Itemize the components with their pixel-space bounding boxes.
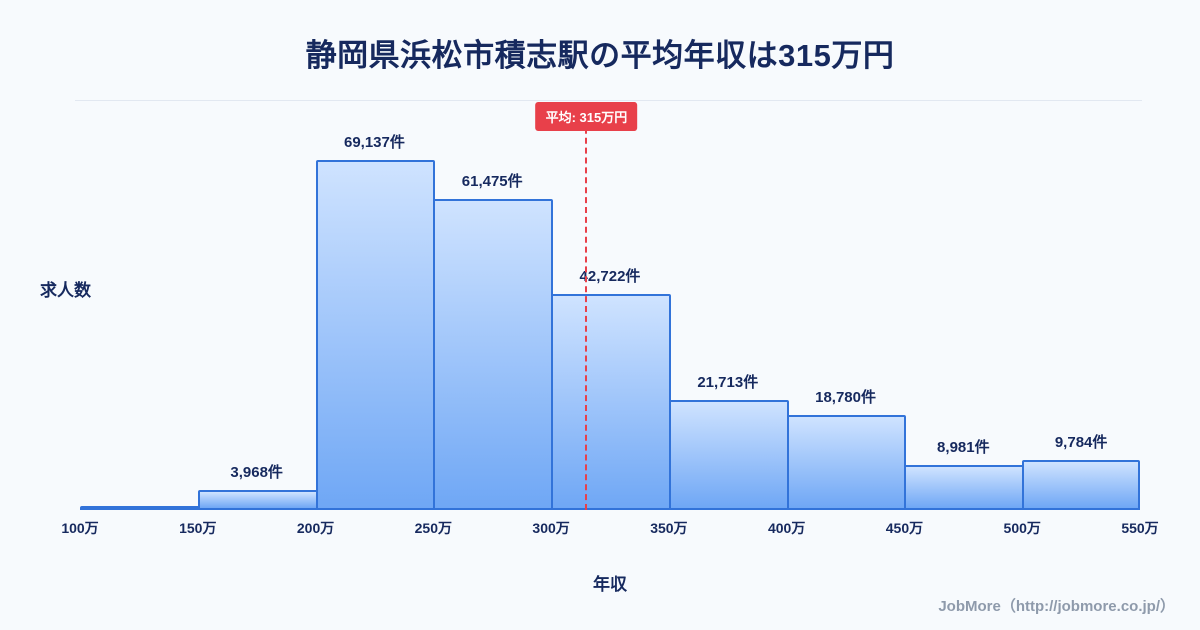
top-gridline: [75, 100, 1142, 101]
bar-value-label: 21,713件: [697, 374, 759, 392]
average-line: [585, 108, 588, 510]
y-axis-label: 求人数: [40, 281, 91, 300]
x-axis-label: 年収: [593, 575, 627, 594]
plot-area: 3,968件 69,137件 61,475件 42,722件 21,713件 18,780…: [61, 100, 1159, 536]
x-tick-550万: 550万: [1121, 520, 1159, 536]
x-tick-100万: 100万: [61, 520, 99, 536]
bar-value-label: 3,968件: [230, 463, 283, 481]
bar-value-label: 8,981件: [937, 438, 990, 456]
x-tick-450万: 450万: [885, 520, 924, 536]
bar-150万-200万: [197, 489, 318, 510]
bar-300万-350万: [551, 293, 671, 510]
x-tick-500万: 500万: [1003, 520, 1041, 536]
x-tick-200万: 200万: [296, 520, 335, 536]
x-tick-300万: 300万: [532, 520, 570, 536]
average-badge: 平均: 315万円: [535, 102, 638, 131]
x-tick-250万: 250万: [414, 520, 453, 536]
bar-250万-300万: [433, 198, 554, 510]
x-axis-ticks: 100万 150万 200万 250万 300万 350万 400万 450万 500万 550万: [61, 518, 1158, 538]
bar-200万-250万: [315, 160, 436, 510]
bar-value-label: 61,475件: [461, 172, 523, 190]
bar-450万-500万: [904, 464, 1025, 510]
x-tick-350万: 350万: [650, 520, 688, 536]
bar-value-label: 42,722件: [579, 267, 641, 285]
bar-value-label: 18,780件: [815, 388, 876, 406]
bar-400万-450万: [786, 414, 907, 510]
bar-value-label: 9,784件: [1054, 434, 1108, 452]
bar-350万-400万: [668, 400, 789, 510]
bars-container: 3,968件 69,137件 61,475件 42,722件 21,713件 18,780…: [80, 100, 1140, 510]
chart-title: 静岡県浜松市積志駅の平均年収は315万円: [305, 38, 895, 73]
x-tick-400万: 400万: [767, 520, 806, 536]
x-tick-150万: 150万: [179, 520, 217, 536]
bar-500万-550万: [1022, 460, 1140, 510]
footer-credit: JobMore（http://jobmore.co.jp/）: [938, 598, 1175, 615]
bar-100万-150万: [80, 506, 200, 510]
bar-value-label: 69,137件: [343, 134, 405, 151]
